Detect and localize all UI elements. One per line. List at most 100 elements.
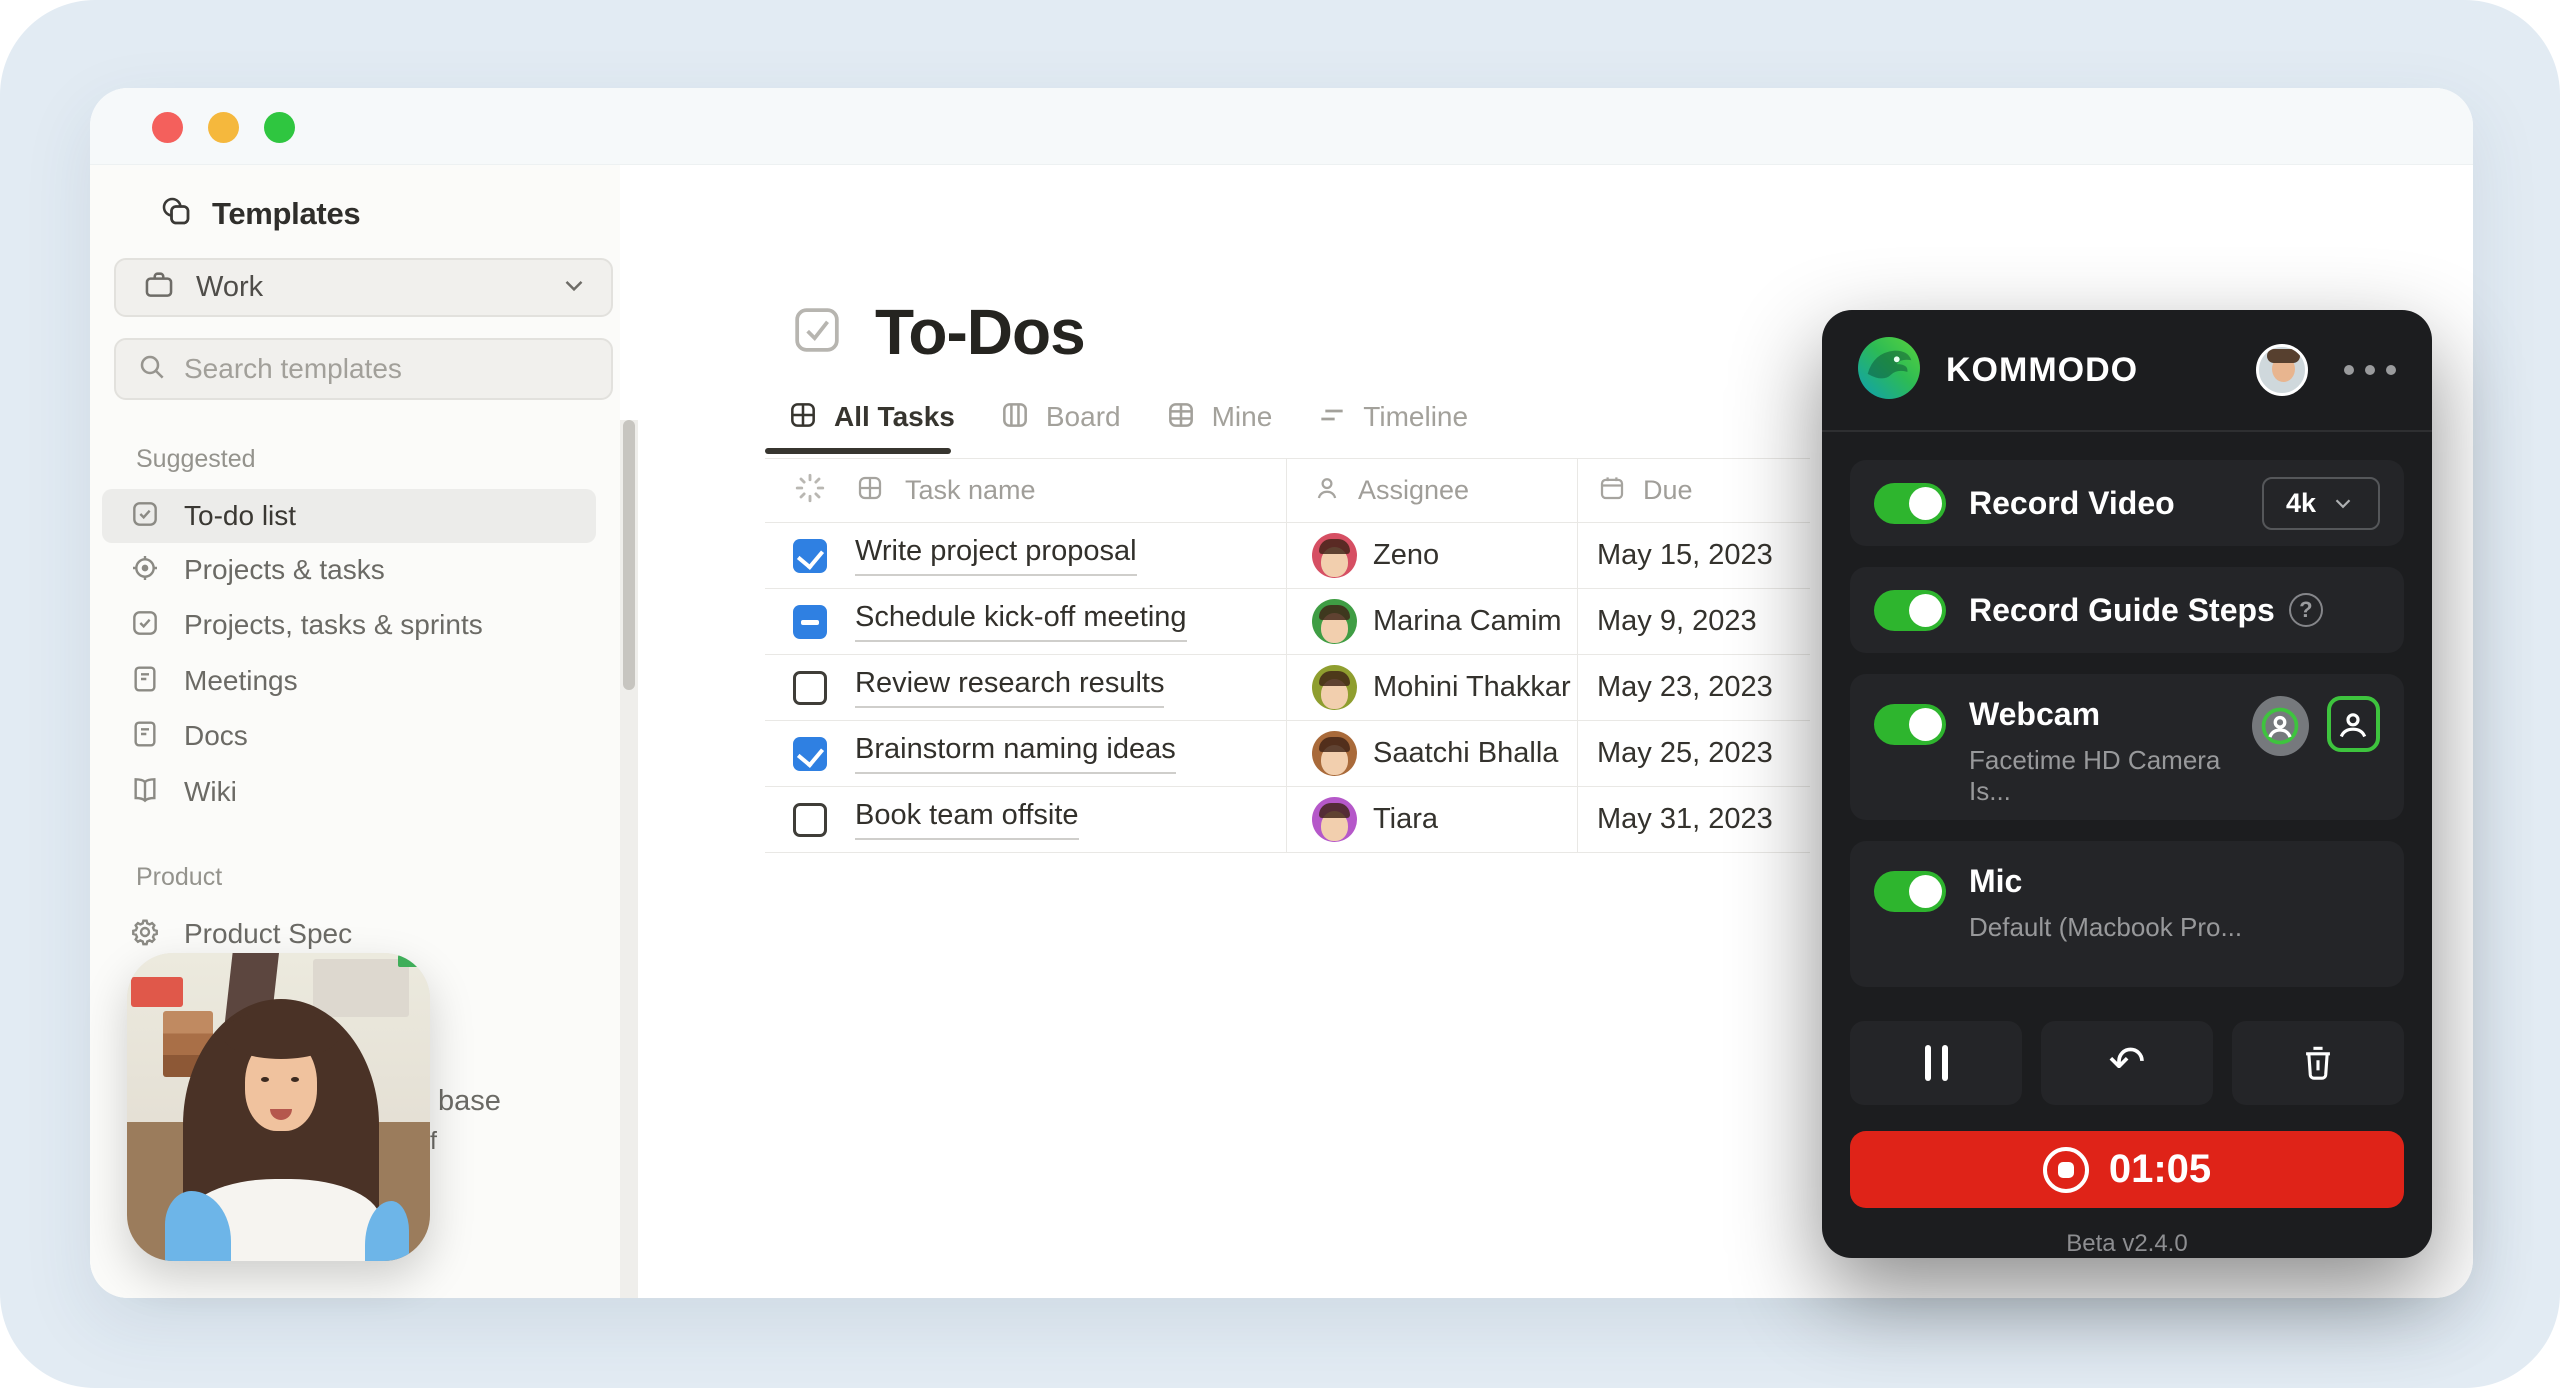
- restart-button[interactable]: ↶: [2041, 1021, 2213, 1105]
- task-name-link[interactable]: Book team offsite: [855, 799, 1079, 840]
- search-input[interactable]: [184, 353, 591, 385]
- chevron-down-icon: [559, 270, 589, 305]
- column-header-task[interactable]: Task name: [905, 475, 1036, 505]
- assignee-avatar: [1312, 665, 1357, 710]
- mic-device: Default (Macbook Pro...: [1969, 912, 2243, 942]
- record-video-toggle[interactable]: [1874, 482, 1946, 524]
- task-name-link[interactable]: Review research results: [855, 667, 1165, 708]
- video-quality-value: 4k: [2285, 487, 2317, 518]
- due-date: May 23, 2023: [1597, 671, 1773, 703]
- section-label-product: Product: [136, 863, 223, 891]
- page-title: To-Dos: [875, 296, 1086, 368]
- assignee-avatar: [1312, 533, 1357, 578]
- workspace-selector-label: Work: [196, 271, 264, 303]
- delete-button[interactable]: [2232, 1021, 2404, 1105]
- recorder-body: Record Video 4k Record Guide Steps ? Web…: [1850, 460, 2404, 1258]
- webcam-shape-square-icon[interactable]: [2326, 696, 2381, 752]
- person-icon: [1312, 473, 1342, 508]
- briefcase-icon: [142, 268, 176, 307]
- tab-all-tasks[interactable]: All Tasks: [765, 399, 977, 436]
- webcam-person-eye: [261, 1077, 269, 1082]
- row-checkbox[interactable]: [793, 604, 827, 639]
- window-titlebar: [90, 88, 2473, 165]
- record-video-row: Record Video 4k: [1850, 460, 2404, 546]
- row-checkbox[interactable]: [793, 736, 827, 771]
- sidebar-item-wiki[interactable]: Wiki: [102, 765, 596, 819]
- assignee-avatar: [1312, 731, 1357, 776]
- column-header-assignee[interactable]: Assignee: [1358, 475, 1470, 505]
- column-header-due[interactable]: Due: [1643, 475, 1693, 505]
- stop-recording-button[interactable]: 01:05: [1850, 1131, 2404, 1208]
- tab-timeline[interactable]: Timeline: [1294, 399, 1490, 436]
- sidebar-item-label: Product Spec: [184, 918, 353, 949]
- task-name-link[interactable]: Brainstorm naming ideas: [855, 733, 1176, 774]
- spinner-icon: [792, 470, 828, 511]
- due-date: May 25, 2023: [1597, 737, 1773, 769]
- webcam-device: Facetime HD Camera Is...: [1969, 745, 2221, 806]
- assignee-name: Zeno: [1373, 539, 1440, 571]
- assignee-name: Tiara: [1373, 803, 1438, 835]
- due-date: May 15, 2023: [1597, 539, 1773, 571]
- record-guide-steps-row: Record Guide Steps ?: [1850, 567, 2404, 653]
- webcam-toggle[interactable]: [1874, 704, 1946, 745]
- table-row: Write project proposal Zeno May 15, 2023: [765, 523, 1810, 589]
- sidebar-item-projects-tasks[interactable]: Projects & tasks: [102, 543, 596, 597]
- calendar-icon: [1597, 473, 1627, 508]
- occluded-item-fragment: f: [430, 1127, 437, 1155]
- record-guide-steps-label: Record Guide Steps: [1969, 591, 2275, 628]
- sidebar-scrollbar-thumb[interactable]: [623, 420, 635, 690]
- book-icon: [129, 774, 161, 811]
- target-icon: [129, 552, 161, 589]
- tab-label: Board: [1045, 401, 1121, 432]
- search-icon: [136, 351, 168, 388]
- sidebar-item-product-spec[interactable]: Product Spec: [102, 907, 596, 961]
- grid-icon: [787, 399, 819, 436]
- assignee-avatar: [1312, 599, 1357, 644]
- row-checkbox[interactable]: [793, 802, 827, 837]
- sidebar-item-todo-list[interactable]: To-do list: [102, 489, 596, 543]
- table-row: Review research results Mohini Thakkar M…: [765, 655, 1810, 721]
- tab-board[interactable]: Board: [977, 399, 1143, 436]
- close-window-button[interactable]: [152, 112, 183, 143]
- task-name-link[interactable]: Write project proposal: [855, 535, 1137, 576]
- sidebar-scrollbar-track[interactable]: [620, 420, 638, 1298]
- user-avatar[interactable]: [2256, 344, 2308, 396]
- document-icon: [129, 663, 161, 700]
- webcam-preview[interactable]: [127, 953, 430, 1261]
- tab-mine[interactable]: Mine: [1143, 399, 1295, 436]
- mic-toggle[interactable]: [1874, 871, 1946, 912]
- active-tab-underline: [765, 448, 951, 454]
- sidebar-item-projects-tasks-sprints[interactable]: Projects, tasks & sprints: [102, 598, 596, 652]
- recorder-controls: ↶: [1850, 1021, 2404, 1105]
- workspace-selector[interactable]: Work: [114, 258, 613, 317]
- help-icon[interactable]: ?: [2288, 593, 2323, 627]
- row-checkbox[interactable]: [793, 670, 827, 705]
- assignee-avatar: [1312, 797, 1357, 842]
- sidebar-item-label: Wiki: [184, 776, 237, 807]
- video-quality-select[interactable]: 4k: [2262, 476, 2380, 530]
- sidebar-item-label: Meetings: [184, 665, 298, 696]
- mic-row: Mic Default (Macbook Pro...: [1850, 841, 2404, 987]
- task-name-link[interactable]: Schedule kick-off meeting: [855, 601, 1187, 642]
- row-checkbox[interactable]: [793, 538, 827, 573]
- assignee-name: Mohini Thakkar: [1373, 671, 1571, 703]
- minimize-window-button[interactable]: [208, 112, 239, 143]
- table-header-row: Task name Assignee Due: [765, 459, 1810, 523]
- undo-icon: ↶: [2108, 1037, 2146, 1088]
- brand-name: KOMMODO: [1946, 350, 2139, 389]
- zoom-window-button[interactable]: [264, 112, 295, 143]
- sidebar-item-docs[interactable]: Docs: [102, 709, 596, 763]
- todo-check-icon: [789, 302, 845, 363]
- sidebar-header: Templates: [158, 193, 361, 234]
- webcam-poster: [398, 955, 428, 967]
- more-options-icon[interactable]: [2344, 365, 2396, 375]
- sidebar-item-meetings[interactable]: Meetings: [102, 654, 596, 708]
- columns-icon: [999, 399, 1031, 436]
- pause-button[interactable]: [1850, 1021, 2022, 1105]
- pause-icon: [1924, 1045, 1948, 1081]
- webcam-poster: [131, 977, 183, 1007]
- webcam-shape-circle-icon[interactable]: [2251, 696, 2309, 756]
- template-search: [114, 338, 613, 400]
- record-guide-steps-toggle[interactable]: [1874, 589, 1946, 631]
- assignee-name: Marina Camim: [1373, 605, 1562, 637]
